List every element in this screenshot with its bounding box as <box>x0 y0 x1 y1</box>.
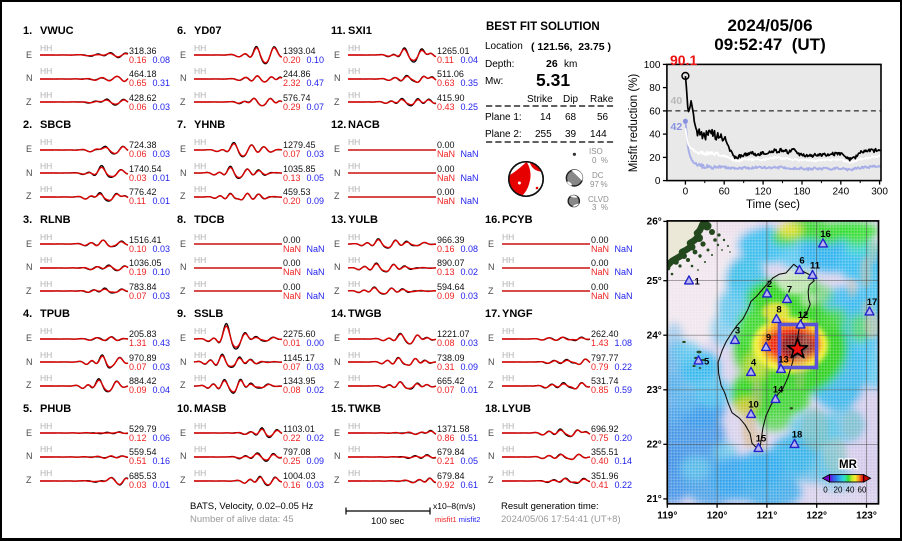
svg-text:13: 13 <box>778 355 789 366</box>
svg-text:121°: 121° <box>757 510 778 521</box>
svg-text:60: 60 <box>719 187 731 198</box>
svg-text:9: 9 <box>766 333 771 344</box>
svg-text:60: 60 <box>649 106 661 117</box>
svg-text:120°: 120° <box>707 510 728 521</box>
svg-text:25°: 25° <box>647 276 662 287</box>
svg-text:123°: 123° <box>856 510 877 521</box>
svg-text:0: 0 <box>655 176 661 187</box>
svg-text:10: 10 <box>748 400 759 411</box>
svg-text:40: 40 <box>671 95 683 107</box>
svg-text:18: 18 <box>792 430 803 441</box>
svg-text:5: 5 <box>704 357 710 368</box>
svg-text:23°: 23° <box>647 385 662 396</box>
svg-text:14: 14 <box>773 385 784 396</box>
svg-text:1: 1 <box>695 277 701 288</box>
svg-text:20: 20 <box>834 486 843 495</box>
svg-text:100: 100 <box>644 60 661 71</box>
svg-text:0: 0 <box>683 187 689 198</box>
svg-text:40: 40 <box>649 130 661 141</box>
svg-text:MR: MR <box>839 459 858 471</box>
svg-text:180: 180 <box>794 187 811 198</box>
svg-text:122°: 122° <box>806 510 827 521</box>
svg-text:120: 120 <box>755 187 772 198</box>
svg-text:7: 7 <box>787 285 792 296</box>
svg-text:20: 20 <box>649 153 661 164</box>
svg-text:16: 16 <box>820 229 831 240</box>
svg-text:0: 0 <box>823 486 828 495</box>
svg-text:80: 80 <box>649 83 661 94</box>
svg-text:12: 12 <box>798 310 809 321</box>
svg-text:60: 60 <box>858 486 867 495</box>
svg-text:22°: 22° <box>647 440 662 451</box>
svg-text:8: 8 <box>776 305 781 316</box>
svg-text:6: 6 <box>799 256 804 267</box>
svg-text:4: 4 <box>751 358 757 369</box>
svg-text:11: 11 <box>810 261 821 272</box>
svg-text:2: 2 <box>767 279 772 290</box>
svg-text:300: 300 <box>871 187 888 198</box>
svg-text:15: 15 <box>756 434 767 445</box>
svg-text:40: 40 <box>846 486 855 495</box>
svg-text:21°: 21° <box>647 494 662 505</box>
svg-text:42: 42 <box>671 121 683 133</box>
svg-text:17: 17 <box>867 297 878 308</box>
svg-text:90.1: 90.1 <box>670 52 697 68</box>
svg-text:24°: 24° <box>647 330 662 341</box>
svg-text:26°: 26° <box>647 217 662 228</box>
svg-text:119°: 119° <box>657 510 677 521</box>
svg-text:Time (sec): Time (sec) <box>746 199 800 211</box>
svg-text:3: 3 <box>735 326 740 337</box>
svg-text:240: 240 <box>832 187 849 198</box>
